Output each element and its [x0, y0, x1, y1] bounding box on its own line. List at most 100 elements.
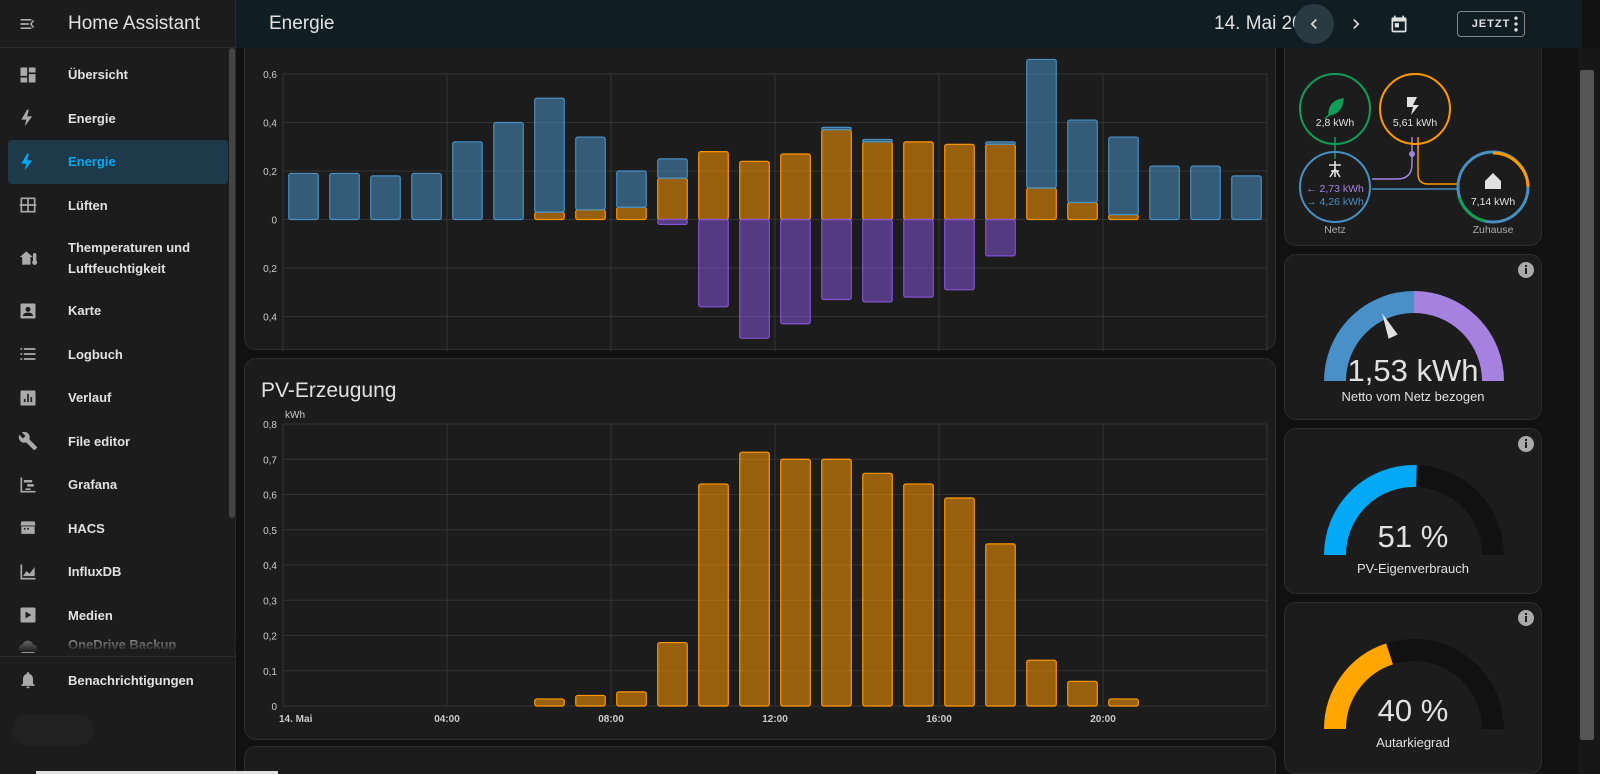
gauge-0: [1324, 262, 1534, 382]
avatar[interactable]: [12, 715, 94, 745]
grid-export-bar[interactable]: [903, 218, 934, 298]
solar-bar[interactable]: [1067, 680, 1098, 707]
info-icon[interactable]: [1518, 610, 1534, 626]
grid-import-bar[interactable]: [862, 138, 893, 143]
solar-bar[interactable]: [944, 143, 975, 221]
page-scrollbar[interactable]: [1580, 70, 1594, 740]
sidebar-item-logbuch[interactable]: Logbuch: [8, 333, 228, 377]
sidebar-item-lüften[interactable]: Lüften: [8, 184, 228, 228]
solar-bar[interactable]: [575, 694, 606, 707]
solar-bar[interactable]: [698, 483, 729, 707]
sidebar-item-übersicht[interactable]: Übersicht: [8, 53, 228, 97]
grid-export-bar[interactable]: [821, 218, 852, 301]
solar-bar[interactable]: [903, 141, 934, 221]
grid-import-bar[interactable]: [534, 97, 565, 213]
sidebar-scrollbar[interactable]: [229, 48, 235, 518]
info-icon[interactable]: [1518, 436, 1534, 452]
solar-bar[interactable]: [862, 141, 893, 221]
notifications-item[interactable]: Benachrichtigungen: [18, 670, 194, 690]
hacs-icon: [18, 518, 38, 538]
solar-bar[interactable]: [1026, 659, 1057, 707]
grid-import-bar[interactable]: [1231, 175, 1262, 221]
solar-bar[interactable]: [862, 472, 893, 707]
grid-export-bar[interactable]: [780, 218, 811, 325]
grid-import-bar[interactable]: [616, 170, 647, 208]
solar-bar[interactable]: [1108, 214, 1139, 221]
sidebar-item-energie[interactable]: Energie: [8, 97, 228, 141]
date-picker-button[interactable]: [1379, 4, 1419, 44]
sidebar-item-hacs[interactable]: HACS: [8, 507, 228, 551]
grid-import-bar[interactable]: [452, 141, 483, 221]
battery-node[interactable]: [1379, 73, 1451, 145]
grid-export-bar[interactable]: [985, 218, 1016, 257]
sidebar-item-grafana[interactable]: Grafana: [8, 463, 228, 507]
grid-import-bar[interactable]: [1067, 119, 1098, 204]
solar-bar[interactable]: [944, 497, 975, 707]
grid-import-bar[interactable]: [329, 172, 360, 221]
solar-bar[interactable]: [780, 458, 811, 707]
grid-import-bar[interactable]: [657, 158, 688, 179]
solar-bar[interactable]: [534, 211, 565, 221]
grid-import-bar[interactable]: [1108, 136, 1139, 216]
pv-self-consumption-gauge-card: 51 % PV-Eigenverbrauch: [1284, 428, 1542, 594]
sidebar-item-medien[interactable]: Medien: [8, 594, 228, 638]
previous-day-button[interactable]: [1294, 4, 1334, 44]
solar-bar[interactable]: [575, 209, 606, 221]
now-button[interactable]: JETZT: [1457, 11, 1525, 37]
solar-bar[interactable]: [821, 458, 852, 707]
solar-bar[interactable]: [985, 143, 1016, 221]
grid-import-bar[interactable]: [985, 141, 1016, 145]
grid-import-bar[interactable]: [1190, 165, 1221, 221]
pv-production-chart[interactable]: 0,8 0,7 0,6 0,5 0,4 0,3 0,2 0,1 014. Mai 04:00 08:…: [245, 359, 1277, 741]
solar-bar[interactable]: [657, 177, 688, 221]
next-day-button[interactable]: [1336, 4, 1376, 44]
solar-bar[interactable]: [903, 483, 934, 707]
grid-import-bar[interactable]: [370, 175, 401, 221]
lightning-icon: [18, 152, 38, 172]
grid-import-bar[interactable]: [288, 172, 319, 221]
solar-bar[interactable]: [1026, 187, 1057, 221]
grid-import-bar[interactable]: [575, 136, 606, 211]
energy-usage-chart[interactable]: 0,60,40,200,20,40,614. Mai04:0008:0012:0…: [245, 48, 1277, 384]
sidebar-item-energie[interactable]: Energie: [8, 140, 228, 184]
sidebar-item-karte[interactable]: Karte: [8, 289, 228, 333]
solar-bar[interactable]: [534, 698, 565, 707]
solar-node[interactable]: [1299, 73, 1371, 145]
pv-production-card: PV-Erzeugung 0,8 0,7 0,6 0,5 0,4 0,3 0,2 0,1 0 14…: [244, 358, 1276, 740]
sidebar-item-influxdb[interactable]: InfluxDB: [8, 550, 228, 594]
solar-bar[interactable]: [616, 206, 647, 221]
solar-bar[interactable]: [1108, 698, 1139, 707]
solar-bar[interactable]: [821, 129, 852, 221]
solar-bar[interactable]: [657, 641, 688, 707]
grid-import-bar[interactable]: [1149, 165, 1180, 221]
grid-import-bar[interactable]: [493, 121, 524, 221]
grid-import-bar[interactable]: [1026, 58, 1057, 189]
grid-export-bar[interactable]: [698, 218, 729, 308]
grid-export-bar[interactable]: [739, 218, 770, 339]
solar-bar[interactable]: [616, 691, 647, 707]
home-solar-arc: [1492, 151, 1530, 188]
y-tick-label: 0,1: [263, 667, 277, 678]
solar-bar[interactable]: [698, 150, 729, 221]
sidebar-item-themperaturen-und-luftfeuchtigkeit[interactable]: Themperaturen und Luftfeuchtigkeit: [8, 227, 228, 289]
solar-bar[interactable]: [985, 543, 1016, 707]
more-options-button[interactable]: [1496, 4, 1536, 44]
grid-import-bar[interactable]: [821, 126, 852, 131]
grid-export-bar[interactable]: [657, 218, 688, 225]
wrench-icon: [18, 431, 38, 451]
solar-bar[interactable]: [1067, 201, 1098, 221]
y-tick-label: 0,4: [263, 561, 277, 572]
sidebar-item-file-editor[interactable]: File editor: [8, 420, 228, 464]
solar-bar[interactable]: [739, 160, 770, 221]
info-icon[interactable]: [1518, 262, 1534, 278]
bottom-indicator: [36, 771, 278, 774]
sidebar-item-verlauf[interactable]: Verlauf: [8, 376, 228, 420]
grid-node[interactable]: [1299, 151, 1371, 223]
menu-icon[interactable]: [18, 14, 38, 34]
solar-bar[interactable]: [739, 451, 770, 707]
solar-bar[interactable]: [780, 153, 811, 221]
energy-distribution-card: 2,8 kWh 5,61 kWh ← 2,73 kWh → 4,26 kWh N…: [1284, 48, 1542, 246]
grid-export-bar[interactable]: [862, 218, 893, 303]
grid-export-bar[interactable]: [944, 218, 975, 291]
grid-import-bar[interactable]: [411, 172, 442, 221]
